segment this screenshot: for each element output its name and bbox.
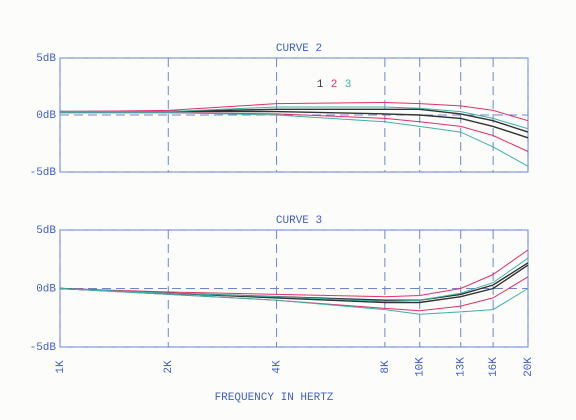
curve-line bbox=[59, 288, 529, 315]
x-tick-label: 10K bbox=[415, 357, 427, 377]
y-tick-label: -5dB bbox=[30, 342, 57, 354]
curve-line bbox=[59, 257, 529, 302]
y-tick-label: 0dB bbox=[36, 110, 56, 122]
curve-line bbox=[60, 106, 529, 130]
x-tick-label: 13K bbox=[456, 357, 468, 377]
y-tick-label: 5dB bbox=[36, 225, 56, 237]
x-tick-label: 8K bbox=[380, 360, 392, 374]
curve-line bbox=[59, 249, 529, 298]
x-axis-label: FREQUENCY IN HERTZ bbox=[215, 392, 334, 404]
x-tick-label: 20K bbox=[523, 357, 535, 377]
y-tick-label: 0dB bbox=[36, 283, 56, 295]
chart-title: CURVE 2 bbox=[276, 43, 322, 55]
curve-line bbox=[60, 110, 529, 139]
legend-label: 1 bbox=[317, 79, 324, 91]
legend-label: 2 bbox=[331, 79, 338, 91]
chart-title: CURVE 3 bbox=[276, 215, 322, 227]
x-tick-label: 4K bbox=[271, 360, 283, 374]
y-tick-label: -5dB bbox=[30, 167, 57, 179]
curve-line bbox=[59, 101, 529, 122]
x-tick-label: 1K bbox=[55, 360, 67, 374]
x-tick-label: 16K bbox=[488, 357, 500, 377]
curve-line bbox=[60, 112, 529, 167]
y-tick-label: 5dB bbox=[36, 53, 56, 65]
legend-label: 3 bbox=[345, 79, 352, 91]
x-tick-label: 2K bbox=[163, 360, 175, 374]
